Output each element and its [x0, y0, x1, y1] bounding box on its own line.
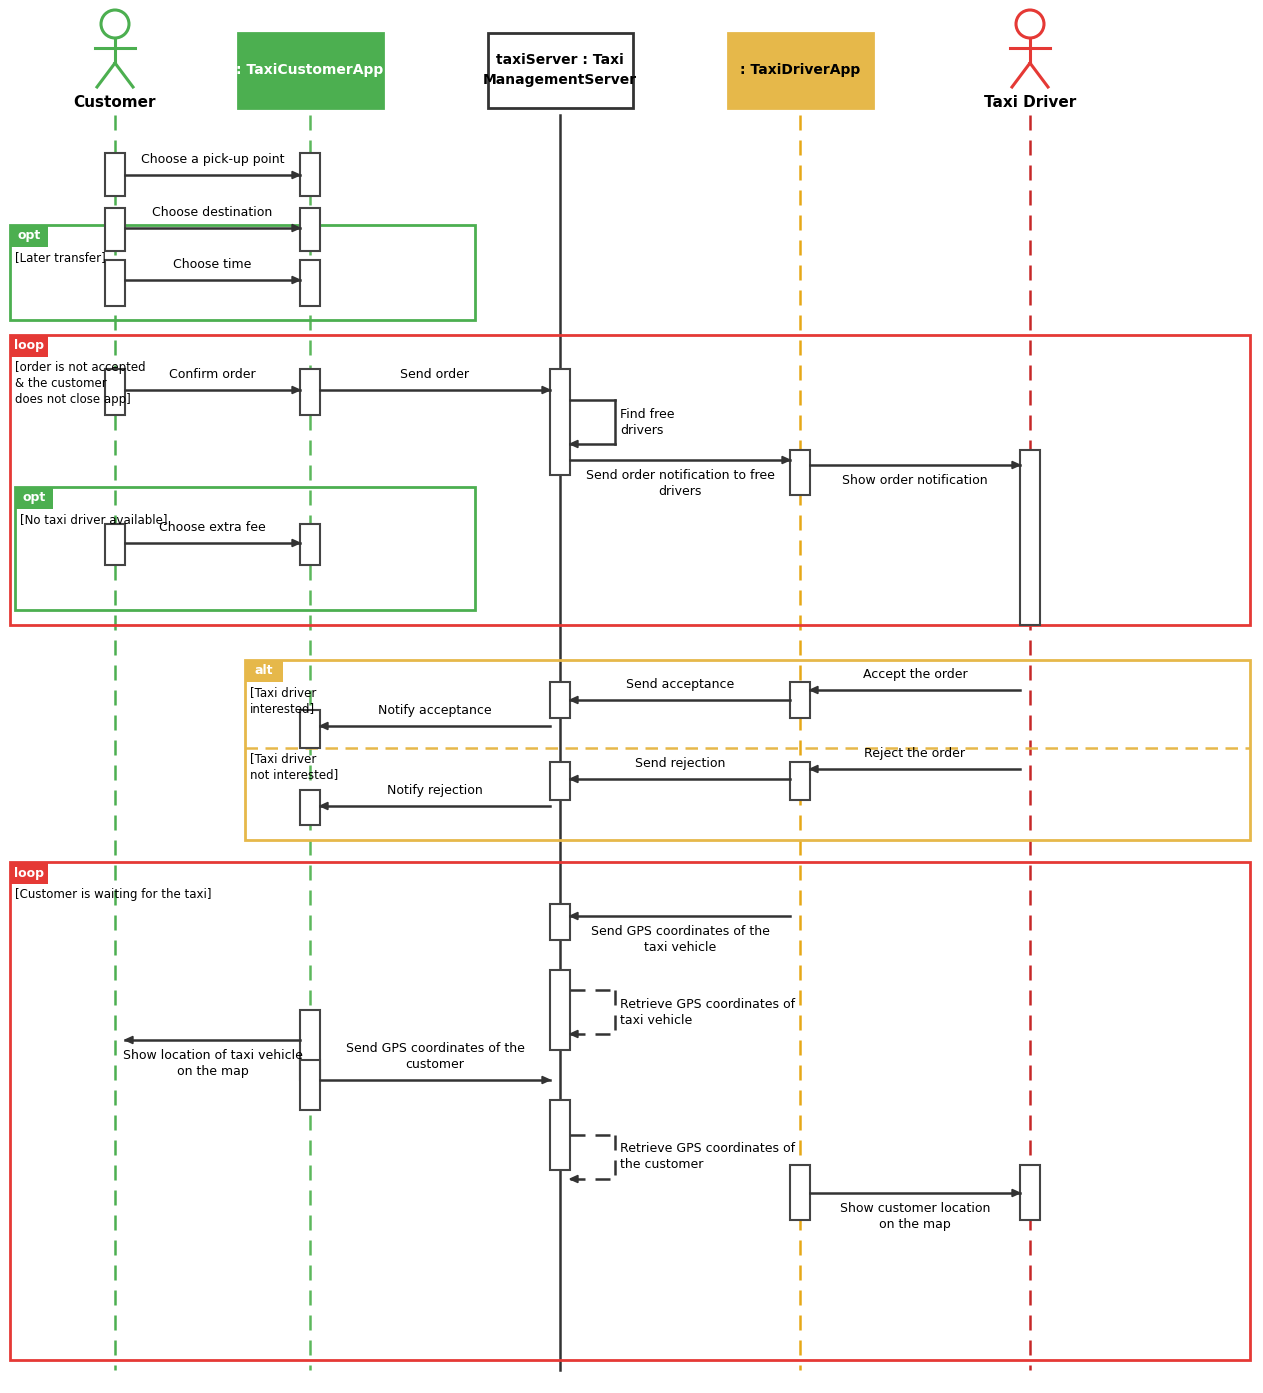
Polygon shape [810, 687, 818, 694]
FancyBboxPatch shape [15, 488, 53, 508]
Bar [727, 32, 873, 107]
Polygon shape [292, 224, 301, 231]
Text: Send acceptance: Send acceptance [626, 678, 734, 691]
Bar [789, 450, 810, 495]
Bar [789, 762, 810, 800]
Bar [105, 369, 125, 415]
Bar [105, 260, 125, 306]
Text: Send GPS coordinates of the
taxi vehicle: Send GPS coordinates of the taxi vehicle [591, 925, 769, 954]
Polygon shape [292, 276, 301, 284]
Text: loop: loop [14, 340, 44, 352]
Text: Show location of taxi vehicle
on the map: Show location of taxi vehicle on the map [123, 1049, 302, 1078]
Text: loop: loop [14, 866, 44, 879]
Polygon shape [292, 539, 301, 546]
Bar [10, 862, 1250, 1360]
Text: Confirm order: Confirm order [169, 368, 256, 382]
Bar [301, 153, 320, 196]
Text: [No taxi driver available]: [No taxi driver available] [20, 513, 168, 527]
Bar [10, 226, 475, 320]
Text: Choose time: Choose time [173, 258, 251, 272]
Text: [Taxi driver
not interested]: [Taxi driver not interested] [250, 752, 338, 781]
Bar [237, 32, 383, 107]
Text: Customer: Customer [73, 95, 157, 110]
FancyBboxPatch shape [10, 334, 48, 357]
Bar [15, 488, 475, 610]
Bar [549, 369, 570, 475]
Polygon shape [542, 1077, 549, 1084]
Polygon shape [542, 386, 549, 394]
FancyBboxPatch shape [245, 660, 283, 683]
Bar [301, 1010, 320, 1080]
Text: [Customer is waiting for the taxi]: [Customer is waiting for the taxi] [15, 887, 211, 901]
Bar [10, 334, 1250, 625]
Polygon shape [292, 386, 301, 394]
Bar [301, 524, 320, 566]
Text: Retrieve GPS coordinates of
taxi vehicle: Retrieve GPS coordinates of taxi vehicle [620, 997, 796, 1027]
Text: Taxi Driver: Taxi Driver [984, 95, 1076, 110]
Text: Accept the order: Accept the order [863, 669, 967, 681]
Bar [549, 762, 570, 800]
Text: Send GPS coordinates of the
customer: Send GPS coordinates of the customer [346, 1042, 524, 1071]
Text: Notify acceptance: Notify acceptance [378, 703, 491, 717]
Text: Choose extra fee: Choose extra fee [159, 521, 266, 534]
Text: Find free
drivers: Find free drivers [620, 408, 674, 436]
Bar [301, 208, 320, 251]
Bar [301, 1060, 320, 1110]
Polygon shape [570, 912, 578, 919]
Bar [301, 260, 320, 306]
FancyBboxPatch shape [10, 226, 48, 247]
Bar [105, 208, 125, 251]
Bar [105, 524, 125, 566]
Bar [105, 153, 125, 196]
Bar [245, 660, 1250, 840]
Bar [1021, 450, 1039, 625]
Text: Notify rejection: Notify rejection [388, 784, 482, 797]
Polygon shape [782, 457, 789, 464]
Text: Show order notification: Show order notification [842, 474, 988, 488]
Polygon shape [292, 171, 301, 178]
Bar [549, 1100, 570, 1170]
Polygon shape [570, 440, 578, 447]
Text: opt: opt [23, 492, 45, 504]
Text: alt: alt [255, 664, 273, 677]
Text: Send rejection: Send rejection [635, 756, 725, 770]
Text: taxiServer : Taxi
ManagementServer: taxiServer : Taxi ManagementServer [482, 53, 637, 86]
Polygon shape [570, 1176, 578, 1183]
Polygon shape [570, 776, 578, 783]
Text: Send order notification to free
drivers: Send order notification to free drivers [586, 469, 774, 499]
Text: [Later transfer]: [Later transfer] [15, 251, 106, 265]
Bar [488, 32, 633, 107]
Bar [301, 790, 320, 825]
Text: Retrieve GPS coordinates of
the customer: Retrieve GPS coordinates of the customer [620, 1142, 796, 1172]
Polygon shape [320, 723, 328, 730]
Bar [789, 1165, 810, 1220]
Text: Choose a pick-up point: Choose a pick-up point [140, 153, 284, 166]
Bar [789, 683, 810, 717]
Polygon shape [125, 1036, 133, 1043]
Text: Send order: Send order [400, 368, 470, 382]
Bar [301, 369, 320, 415]
Text: opt: opt [18, 230, 40, 242]
Text: : TaxiDriverApp: : TaxiDriverApp [740, 63, 860, 77]
Bar [301, 710, 320, 748]
Text: Choose destination: Choose destination [153, 206, 273, 219]
Text: : TaxiCustomerApp: : TaxiCustomerApp [236, 63, 384, 77]
Text: [Taxi driver
interested]: [Taxi driver interested] [250, 685, 316, 715]
Polygon shape [570, 1031, 578, 1038]
Polygon shape [1012, 1190, 1021, 1197]
Bar [549, 904, 570, 940]
Text: Reject the order: Reject the order [864, 747, 965, 761]
Polygon shape [810, 765, 818, 773]
Polygon shape [320, 802, 328, 809]
Text: Show customer location
on the map: Show customer location on the map [840, 1202, 990, 1231]
Text: [order is not accepted
& the customer
does not close app]: [order is not accepted & the customer do… [15, 361, 145, 405]
FancyBboxPatch shape [10, 862, 48, 885]
Polygon shape [570, 696, 578, 703]
Bar [549, 683, 570, 717]
Bar [549, 970, 570, 1050]
Polygon shape [1012, 461, 1021, 468]
Bar [1021, 1165, 1039, 1220]
